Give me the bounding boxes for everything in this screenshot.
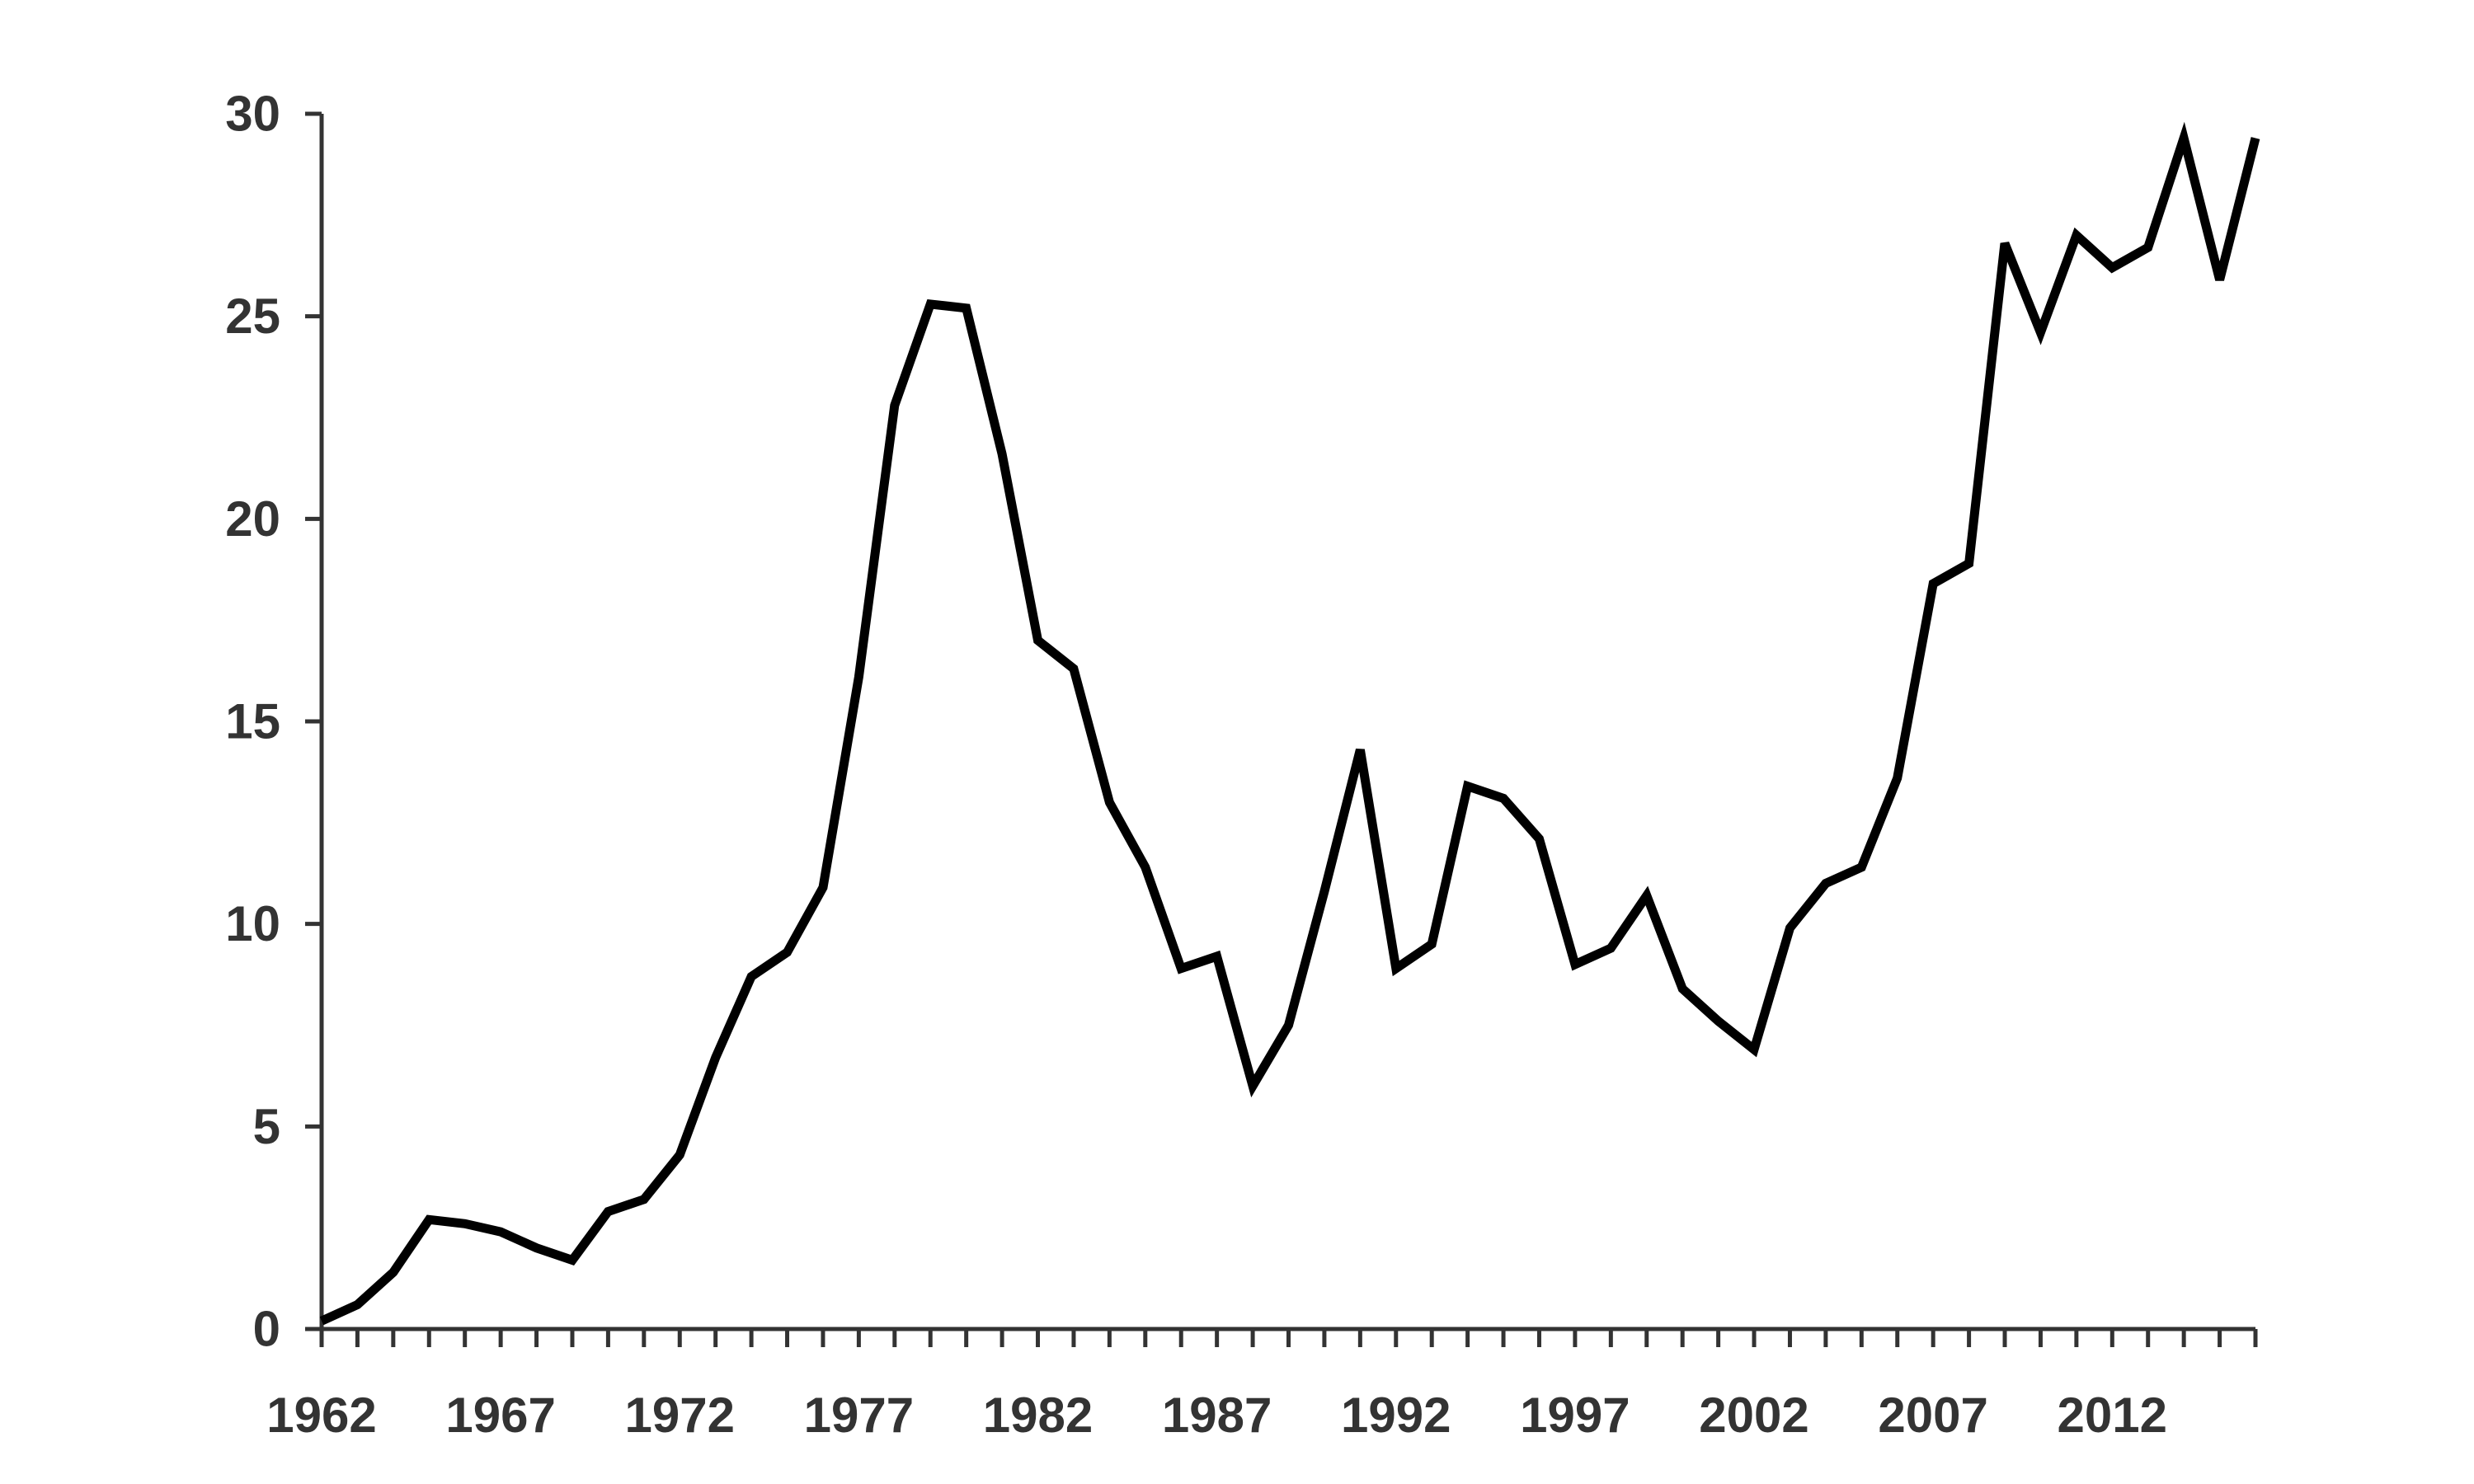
y-tick-label: 30	[225, 87, 280, 142]
series-group	[319, 121, 2260, 1326]
x-tick-label: 1967	[445, 1388, 555, 1443]
x-tick-label: 1982	[983, 1388, 1093, 1443]
y-tick-label: 10	[225, 896, 280, 951]
y-tick-label: 5	[253, 1099, 280, 1154]
x-axis: 1962 1967 1972 1977 1982 1987 1992 1997 2002 2007…	[266, 1327, 2258, 1443]
y-axis: 0 5 10 15 20 25 30	[225, 87, 324, 1357]
x-tick-label: 1987	[1162, 1388, 1272, 1443]
y-tick-label: 25	[225, 289, 280, 344]
x-tick-label: 2002	[1699, 1388, 1808, 1443]
y-tick-label: 0	[253, 1302, 280, 1357]
x-tick-label: 1997	[1520, 1388, 1630, 1443]
x-tick-label: 1962	[266, 1388, 376, 1443]
x-tick-label: 1992	[1341, 1388, 1451, 1443]
y-tick-label: 20	[225, 491, 280, 547]
x-tick-label: 2007	[1878, 1388, 1987, 1443]
x-tick-label: 1977	[804, 1388, 914, 1443]
y-tick-label: 15	[225, 694, 280, 749]
x-tick-label: 2012	[2058, 1388, 2167, 1443]
x-tick-label: 1972	[625, 1388, 735, 1443]
series-line	[319, 121, 2260, 1326]
